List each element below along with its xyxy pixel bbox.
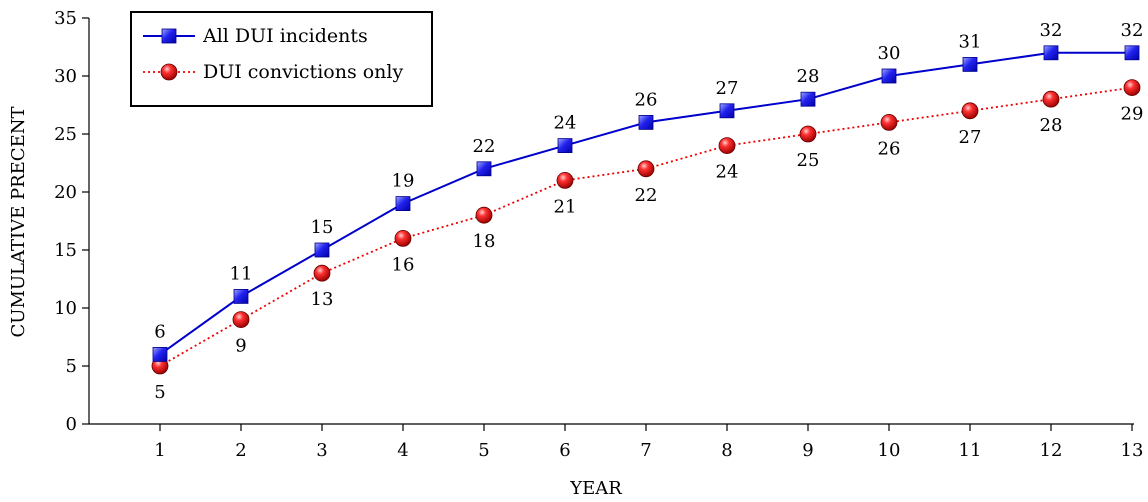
y-tick-label: 30 xyxy=(54,66,77,87)
data-label: 21 xyxy=(554,196,577,217)
data-label: 30 xyxy=(878,43,901,64)
data-point-square xyxy=(395,196,411,212)
data-label: 9 xyxy=(235,336,246,357)
legend-label-convictions: DUI convictions only xyxy=(203,61,403,83)
data-label: 13 xyxy=(311,289,334,310)
data-point-square xyxy=(1043,45,1059,61)
x-axis-title: YEAR xyxy=(569,478,622,499)
legend-swatch-marker-all-dui xyxy=(161,28,177,44)
x-tick-label: 2 xyxy=(235,440,246,461)
x-ticks: 1 2 3 4 5 6 7 8 9 10 11 12 13 xyxy=(154,424,1143,461)
series-dui-convictions-only: 5 9 13 16 18 21 22 24 25 26 27 28 29 xyxy=(151,79,1144,403)
data-point-square xyxy=(557,138,573,154)
data-label: 22 xyxy=(635,185,658,206)
data-label: 16 xyxy=(392,254,415,275)
data-point-circle xyxy=(1042,90,1060,108)
x-tick-label: 6 xyxy=(559,440,570,461)
data-point-circle xyxy=(475,206,493,224)
data-label: 32 xyxy=(1040,20,1063,41)
data-point-square xyxy=(638,115,654,130)
data-label: 25 xyxy=(797,150,820,171)
data-point-circle xyxy=(880,114,898,131)
data-point-circle xyxy=(556,171,574,189)
x-tick-label: 7 xyxy=(640,440,651,461)
x-tick-label: 4 xyxy=(397,440,408,461)
legend-swatch-marker-convictions xyxy=(160,63,178,81)
legend-box xyxy=(130,11,433,107)
data-label: 5 xyxy=(154,382,165,403)
data-point-square xyxy=(800,91,816,107)
data-point-circle xyxy=(718,137,736,155)
data-label: 19 xyxy=(392,171,415,192)
series-layer: 5 9 13 16 18 21 22 24 25 26 27 28 29 6 11 15 19 22 24 26 27 2… xyxy=(151,20,1144,403)
legend-label-all-dui: All DUI incidents xyxy=(202,25,368,47)
y-tick-label: 0 xyxy=(66,414,77,435)
data-label: 27 xyxy=(959,127,982,148)
x-tick-label: 10 xyxy=(878,440,901,461)
data-point-square xyxy=(314,242,330,258)
data-label: 15 xyxy=(311,217,334,238)
y-tick-label: 20 xyxy=(54,182,77,203)
data-label: 27 xyxy=(716,78,739,99)
data-label: 18 xyxy=(473,231,496,252)
data-point-square xyxy=(881,68,897,84)
x-tick-label: 3 xyxy=(316,440,327,461)
y-tick-label: 15 xyxy=(54,240,77,261)
x-tick-label: 11 xyxy=(959,440,982,461)
data-label: 11 xyxy=(230,263,253,284)
x-tick-label: 12 xyxy=(1040,440,1063,461)
x-tick-label: 13 xyxy=(1121,440,1144,461)
series-all-dui-incidents: 6 11 15 19 22 24 26 27 28 30 31 32 32 xyxy=(152,20,1144,362)
data-point-circle xyxy=(799,125,817,143)
data-label: 22 xyxy=(473,136,496,157)
data-label: 32 xyxy=(1121,20,1144,41)
data-point-square xyxy=(233,288,249,304)
y-axis: 0 5 10 15 20 25 30 35 xyxy=(54,8,90,435)
data-label: 26 xyxy=(635,89,658,110)
x-axis: 1 2 3 4 5 6 7 8 9 10 11 12 13 xyxy=(89,423,1143,461)
x-tick-label: 8 xyxy=(721,440,732,461)
data-label: 31 xyxy=(959,31,982,52)
data-point-circle xyxy=(313,264,331,282)
legend: All DUI incidents DUI convictions only xyxy=(130,11,433,107)
data-label: 6 xyxy=(154,321,165,342)
x-tick-label: 1 xyxy=(154,440,165,461)
data-label: 26 xyxy=(878,138,901,159)
data-point-square xyxy=(1124,45,1140,61)
data-point-circle xyxy=(394,229,412,247)
data-point-square xyxy=(152,346,168,362)
data-label: 28 xyxy=(797,66,820,87)
data-label: 28 xyxy=(1040,115,1063,136)
y-tick-label: 5 xyxy=(66,356,77,377)
x-tick-label: 5 xyxy=(478,440,489,461)
data-label: 24 xyxy=(716,162,739,183)
data-point-circle xyxy=(232,311,250,329)
y-axis-title: CUMULATIVE PRECENT xyxy=(8,107,29,338)
data-label: 29 xyxy=(1121,104,1144,125)
y-tick-label: 10 xyxy=(54,298,77,319)
data-point-square xyxy=(476,161,492,177)
data-label: 24 xyxy=(554,113,577,134)
data-point-circle xyxy=(1123,79,1141,96)
y-tick-label: 35 xyxy=(54,8,77,29)
data-point-square xyxy=(962,57,978,72)
x-tick-label: 9 xyxy=(802,440,813,461)
data-point-circle xyxy=(961,102,979,120)
y-ticks: 0 5 10 15 20 25 30 35 xyxy=(54,8,89,435)
y-tick-label: 25 xyxy=(54,124,77,145)
data-point-circle xyxy=(637,160,655,178)
data-point-square xyxy=(719,103,735,119)
